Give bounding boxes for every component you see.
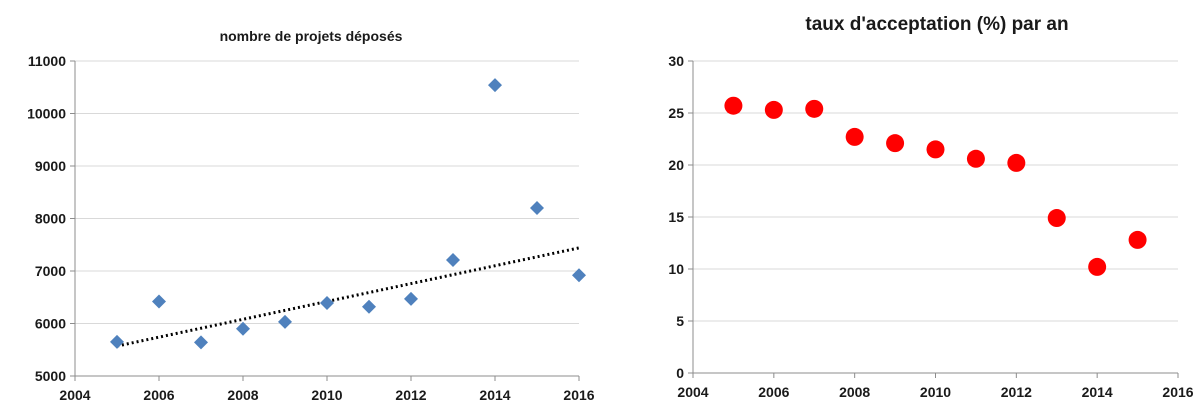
- chart-title: taux d'acceptation (%) par an: [805, 14, 1068, 35]
- data-point: [236, 321, 250, 336]
- y-tick-label: 20: [668, 157, 684, 173]
- y-tick-label: 30: [668, 53, 684, 69]
- data-point: [572, 268, 586, 283]
- x-tick-label: 2016: [1162, 384, 1193, 400]
- data-point: [446, 252, 460, 267]
- y-tick-label: 11000: [28, 53, 66, 69]
- data-point: [1047, 209, 1066, 228]
- y-tick-label: 15: [668, 209, 684, 225]
- data-point: [194, 335, 208, 350]
- data-point: [278, 314, 292, 329]
- data-point: [362, 299, 376, 314]
- x-tick-label: 2012: [395, 387, 426, 403]
- data-point: [764, 100, 783, 119]
- data-point: [1007, 153, 1026, 172]
- y-tick-label: 8000: [35, 211, 66, 227]
- x-tick-label: 2012: [1001, 384, 1032, 400]
- x-tick-label: 2010: [920, 384, 951, 400]
- x-tick-label: 2006: [143, 387, 174, 403]
- x-tick-label: 2014: [479, 387, 510, 403]
- data-point: [404, 291, 418, 306]
- y-tick-label: 5000: [35, 368, 66, 384]
- data-point: [110, 334, 124, 349]
- chart-projets-deposes: nombre de projets déposés 5000 6000 7000 80…: [27, 28, 595, 403]
- data-point: [805, 99, 824, 118]
- y-tick-label: 0: [676, 365, 684, 381]
- data-point: [845, 127, 864, 146]
- x-tick-label: 2008: [227, 387, 258, 403]
- data-point: [488, 78, 502, 93]
- data-point: [1128, 230, 1147, 249]
- chart-taux-acceptation: taux d'acceptation (%) par an 0 5 10 15 20 25…: [600, 0, 1198, 407]
- trendline: [116, 246, 580, 348]
- y-tick-label: 9000: [35, 158, 66, 174]
- data-point: [530, 201, 544, 215]
- y-tick-label: 10: [668, 261, 684, 277]
- x-tick-label: 2014: [1082, 384, 1113, 400]
- x-tick-label: 2008: [839, 384, 870, 400]
- x-tick-label: 2006: [758, 384, 789, 400]
- y-tick-label: 6000: [35, 316, 66, 332]
- chart-taux-acceptation-svg: taux d'acceptation (%) par an 0 5 10 15 20 25…: [668, 14, 1193, 400]
- x-tick-label: 2016: [563, 387, 594, 403]
- x-tick-label: 2004: [59, 387, 90, 403]
- y-tick-label: 25: [668, 105, 684, 121]
- data-point: [724, 96, 743, 115]
- data-point: [886, 134, 905, 153]
- data-point: [152, 294, 166, 309]
- data-point: [1088, 257, 1107, 276]
- x-tick-label: 2004: [677, 384, 708, 400]
- y-tick-label: 10000: [27, 106, 66, 122]
- x-tick-label: 2010: [311, 387, 342, 403]
- y-tick-label: 7000: [35, 263, 66, 279]
- y-tick-label: 5: [676, 313, 684, 329]
- data-point: [926, 140, 945, 159]
- data-point: [320, 296, 334, 311]
- chart-projets-deposes-svg: nombre de projets déposés 5000 6000 7000 80…: [27, 28, 595, 403]
- data-point: [966, 149, 985, 168]
- chart-title: nombre de projets déposés: [220, 28, 403, 44]
